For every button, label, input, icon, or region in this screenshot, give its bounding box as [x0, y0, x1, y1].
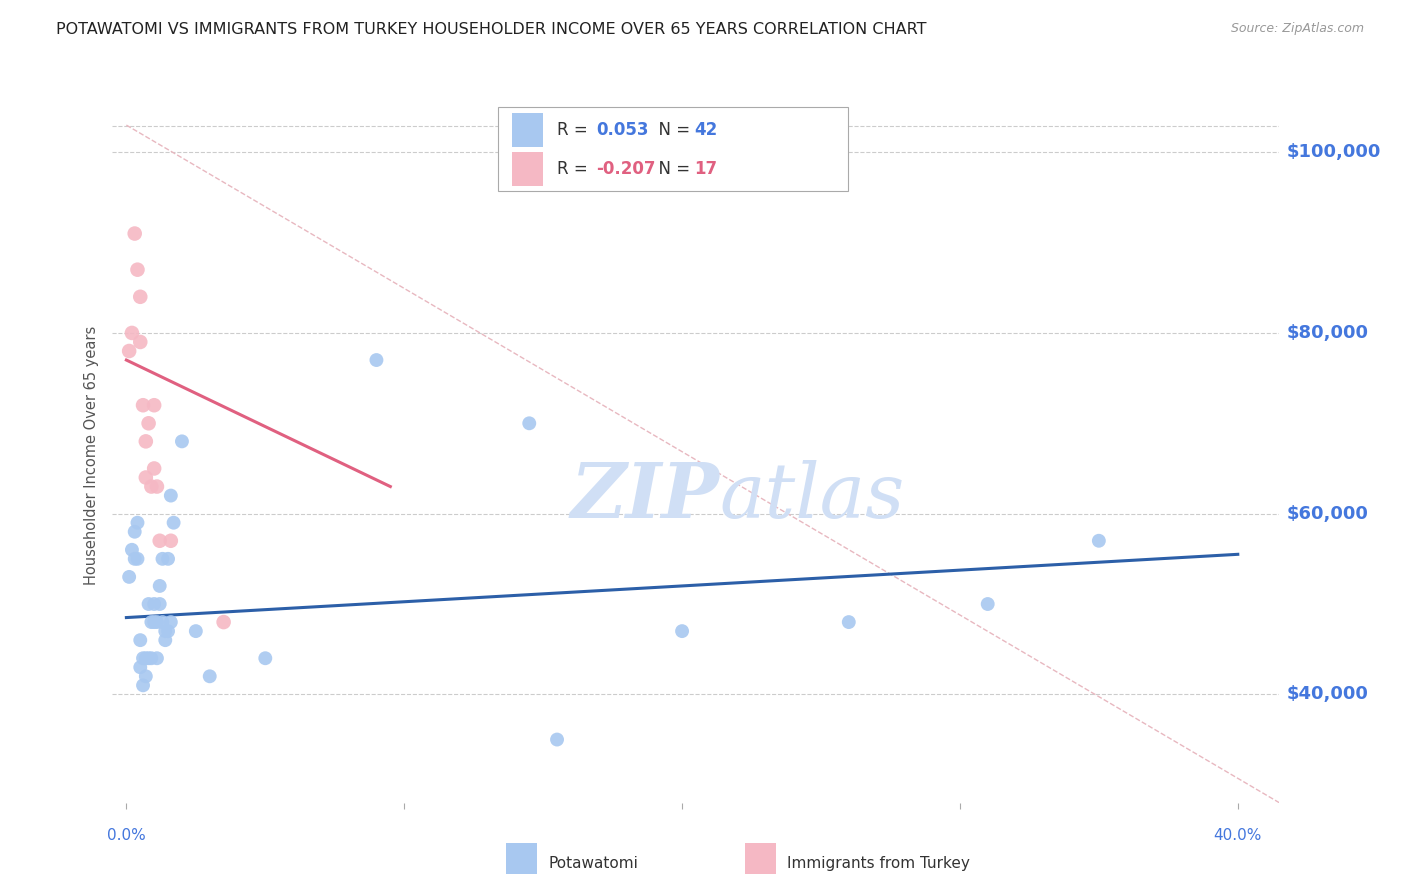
Point: [129, 290, 152, 304]
Point: [517, 417, 540, 431]
Point: [152, 615, 174, 629]
Point: [671, 624, 693, 639]
Point: [212, 615, 235, 629]
Point: [143, 615, 166, 629]
Point: [976, 597, 998, 611]
Point: [135, 669, 157, 683]
Point: [160, 489, 183, 503]
Point: [155, 624, 177, 639]
Point: [146, 479, 169, 493]
Text: R =: R =: [557, 160, 593, 178]
Text: ZIP: ZIP: [571, 459, 720, 533]
Point: [149, 597, 172, 611]
Point: [129, 633, 152, 648]
Text: -0.207: -0.207: [596, 160, 655, 178]
Text: 42: 42: [695, 121, 717, 139]
Point: [149, 579, 172, 593]
Text: POTAWATOMI VS IMMIGRANTS FROM TURKEY HOUSEHOLDER INCOME OVER 65 YEARS CORRELATIO: POTAWATOMI VS IMMIGRANTS FROM TURKEY HOU…: [56, 22, 927, 37]
Point: [129, 334, 152, 349]
Point: [160, 615, 183, 629]
Point: [138, 651, 160, 665]
Point: [170, 434, 193, 449]
Point: [143, 597, 166, 611]
Point: [121, 326, 143, 340]
Point: [152, 551, 174, 566]
Text: Source: ZipAtlas.com: Source: ZipAtlas.com: [1230, 22, 1364, 36]
Text: R =: R =: [557, 121, 593, 139]
Point: [141, 479, 163, 493]
Text: $60,000: $60,000: [1286, 505, 1368, 523]
Point: [132, 398, 155, 412]
Y-axis label: Householder Income Over 65 years: Householder Income Over 65 years: [84, 326, 100, 584]
Point: [254, 651, 277, 665]
Point: [146, 615, 169, 629]
Point: [184, 624, 207, 639]
Text: 17: 17: [695, 160, 717, 178]
Point: [141, 615, 163, 629]
Point: [135, 434, 157, 449]
Point: [118, 570, 141, 584]
Text: 0.053: 0.053: [596, 121, 648, 139]
Point: [1088, 533, 1111, 548]
Point: [138, 417, 160, 431]
Text: $40,000: $40,000: [1286, 685, 1368, 704]
Point: [124, 524, 146, 539]
Point: [157, 624, 180, 639]
Point: [118, 344, 141, 359]
Point: [143, 461, 166, 475]
Point: [124, 551, 146, 566]
Text: Immigrants from Turkey: Immigrants from Turkey: [787, 856, 970, 871]
Text: 0.0%: 0.0%: [107, 828, 146, 843]
Point: [135, 470, 157, 484]
Point: [546, 732, 568, 747]
Text: N =: N =: [648, 160, 696, 178]
Text: Potawatomi: Potawatomi: [548, 856, 638, 871]
Point: [155, 633, 177, 648]
Point: [132, 678, 155, 692]
Text: atlas: atlas: [720, 459, 904, 533]
Point: [160, 533, 183, 548]
Point: [162, 516, 184, 530]
Point: [198, 669, 221, 683]
Point: [838, 615, 860, 629]
Point: [135, 651, 157, 665]
Point: [129, 660, 152, 674]
Point: [143, 398, 166, 412]
Point: [138, 597, 160, 611]
Point: [132, 651, 155, 665]
Text: $100,000: $100,000: [1286, 144, 1381, 161]
Point: [141, 651, 163, 665]
Text: N =: N =: [648, 121, 696, 139]
Point: [366, 353, 388, 368]
Point: [127, 516, 149, 530]
Point: [121, 542, 143, 557]
Text: $80,000: $80,000: [1286, 324, 1368, 342]
Point: [124, 227, 146, 241]
Point: [127, 262, 149, 277]
Point: [146, 651, 169, 665]
Text: 40.0%: 40.0%: [1213, 828, 1263, 843]
Point: [149, 533, 172, 548]
Point: [157, 551, 180, 566]
Point: [127, 551, 149, 566]
